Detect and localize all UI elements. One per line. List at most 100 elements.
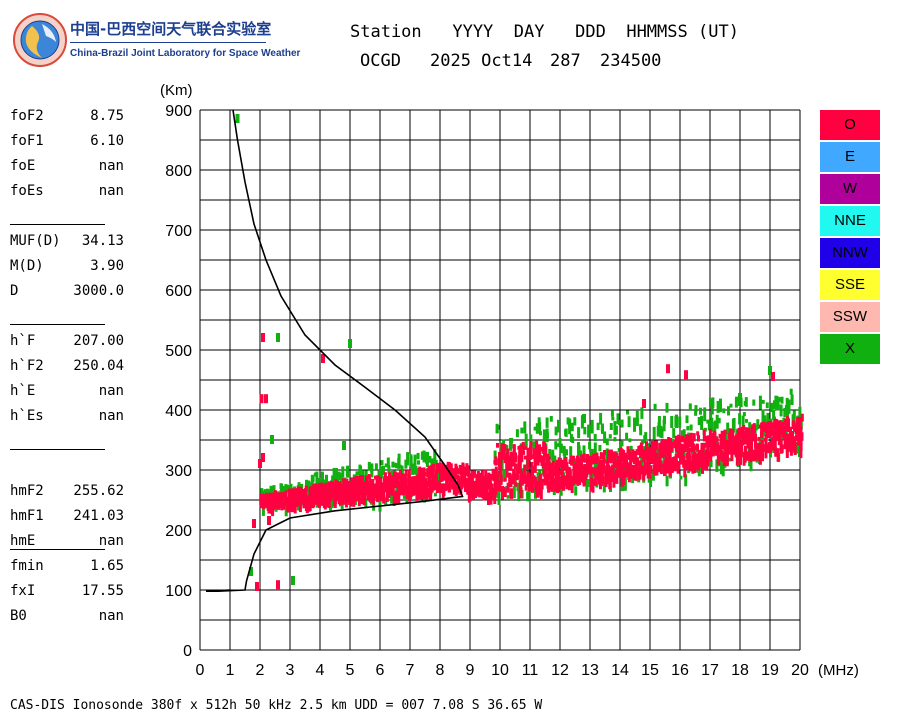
trace-mark-o: [796, 419, 800, 424]
trace-mark-o: [674, 453, 678, 463]
scatter-mark-o: [666, 364, 670, 374]
trace-mark-o: [530, 482, 534, 492]
trace-mark-o: [597, 464, 601, 476]
profile-line: [205, 109, 464, 593]
trace-mark-o: [342, 489, 345, 499]
param-value: 3.90: [90, 258, 124, 274]
trace-mark-o: [798, 420, 802, 429]
trace-mark-o: [505, 468, 509, 478]
trace-mark-o: [490, 474, 494, 480]
trace-mark-o: [344, 489, 348, 504]
param-divider: [10, 549, 105, 550]
scatter-mark-o: [261, 453, 265, 462]
trace-mark-x: [417, 460, 420, 465]
trace-mark-x: [384, 497, 388, 505]
trace-mark-x: [397, 453, 401, 466]
trace-mark-o: [615, 471, 619, 484]
trace-mark-o: [655, 452, 658, 466]
trace-mark-o: [649, 465, 653, 472]
scatter-mark-x: [291, 576, 295, 585]
trace-mark-o: [498, 479, 502, 492]
trace-mark-x: [721, 463, 725, 477]
scatter-mark-o: [261, 333, 265, 342]
trace-mark-x: [766, 412, 770, 426]
trace-mark-o: [429, 487, 433, 500]
trace-mark-o: [390, 491, 394, 496]
trace-mark-o: [629, 456, 633, 467]
trace-mark-o: [573, 471, 577, 485]
x-tick-label: 0: [196, 662, 205, 679]
trace-mark-o: [591, 478, 595, 493]
grid-layer: [199, 109, 801, 651]
trace-mark-o: [325, 492, 329, 500]
trace-mark-o: [542, 468, 546, 477]
trace-mark-o: [536, 484, 540, 498]
param-value: 8.75: [90, 108, 124, 124]
trace-mark-x: [590, 448, 594, 457]
trace-mark-x: [780, 396, 784, 404]
trace-mark-o: [638, 446, 642, 454]
trace-mark-x: [714, 420, 717, 426]
trace-mark-o: [456, 475, 460, 487]
trace-mark-o: [526, 456, 530, 466]
param-row: foF1 6.10: [10, 133, 130, 151]
trace-mark-x: [634, 418, 638, 426]
scatter-mark-o: [264, 394, 268, 404]
trace-mark-x: [779, 404, 783, 417]
trace-mark-o: [627, 462, 631, 470]
trace-mark-o: [529, 441, 533, 449]
trace-mark-o: [784, 433, 788, 443]
trace-mark-o: [455, 481, 459, 495]
trace-mark-o: [583, 458, 587, 463]
trace-mark-x: [599, 412, 603, 425]
trace-mark-o: [273, 500, 277, 505]
trace-mark-o: [674, 435, 678, 441]
trace-mark-o: [784, 418, 788, 429]
trace-mark-o: [725, 452, 729, 467]
trace-mark-o: [449, 476, 453, 483]
trace-mark-o: [401, 483, 405, 489]
trace-mark-o: [663, 466, 666, 477]
trace-mark-x: [742, 412, 746, 417]
trace-mark-x: [686, 426, 690, 431]
trace-mark-o: [670, 465, 674, 474]
trace-mark-x: [564, 429, 568, 436]
y-tick-label: 800: [165, 163, 192, 180]
trace-mark-o: [365, 475, 368, 486]
trace-mark-x: [649, 474, 653, 487]
param-row: D 3000.0: [10, 283, 130, 301]
trace-mark-x: [593, 442, 597, 456]
trace-mark-x: [685, 415, 689, 424]
trace-mark-o: [792, 436, 795, 445]
trace-mark-o: [697, 459, 701, 471]
trace-mark-o: [608, 466, 612, 476]
trace-mark-o: [711, 450, 715, 457]
trace-mark-o: [500, 443, 504, 453]
trace-mark-x: [378, 497, 382, 512]
trace-mark-o: [696, 444, 699, 451]
trace-mark-x: [391, 461, 395, 468]
trace-layer: [235, 114, 804, 591]
param-value: nan: [98, 533, 124, 549]
trace-mark-o: [394, 492, 398, 504]
trace-mark-o: [342, 484, 346, 493]
x-tick-label: 8: [436, 662, 445, 679]
trace-mark-o: [379, 476, 383, 487]
trace-mark-x: [553, 455, 557, 464]
trace-mark-x: [772, 409, 776, 420]
trace-mark-o: [679, 444, 683, 460]
trace-mark-x: [496, 425, 500, 430]
trace-mark-o: [331, 490, 335, 499]
trace-mark-x: [656, 425, 660, 437]
trace-mark-o: [594, 467, 598, 474]
trace-mark-x: [797, 443, 801, 449]
trace-mark-o: [706, 448, 710, 463]
param-label: h`E: [10, 383, 36, 399]
trace-mark-o: [685, 434, 688, 442]
trace-mark-o: [568, 469, 572, 477]
trace-mark-o: [520, 449, 524, 463]
trace-mark-o: [640, 445, 644, 451]
trace-mark-x: [707, 419, 711, 431]
trace-mark-x: [716, 400, 720, 413]
trace-mark-o: [526, 472, 530, 479]
